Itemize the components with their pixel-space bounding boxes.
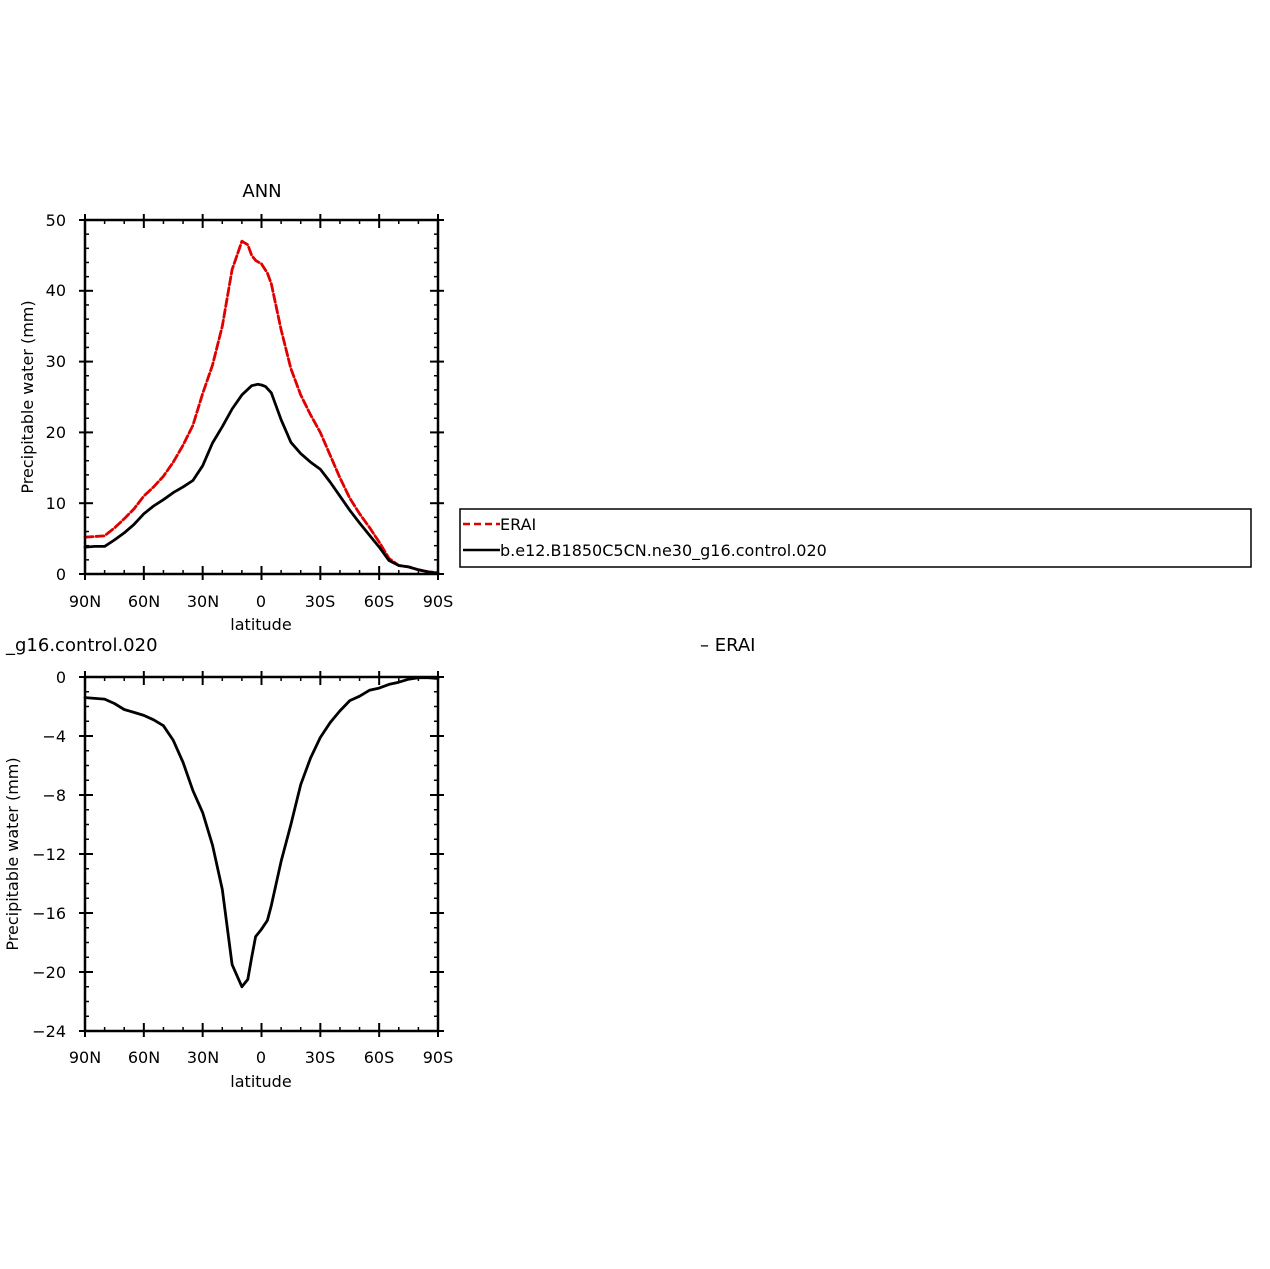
bottom-x-tick-labels: 90N 60N 30N 0 30S 60S 90S — [69, 1048, 453, 1067]
top-y-tick-label: 30 — [46, 352, 66, 371]
top-x-tick-label: 30S — [305, 592, 336, 611]
bottom-x-tick-label: 0 — [256, 1048, 266, 1067]
bottom-x-tick-label: 60N — [128, 1048, 160, 1067]
bottom-x-tick-label: 60S — [364, 1048, 395, 1067]
top-y-tick-label: 50 — [46, 211, 66, 230]
top-x-tick-label: 90S — [423, 592, 454, 611]
top-y-tick-label: 40 — [46, 281, 66, 300]
bottom-y-tick-label: −16 — [32, 904, 66, 923]
top-series-group — [83, 239, 440, 575]
bottom-panel: _g16.control.020 – ERAI 90N 60N 30N 0 30… — [3, 635, 756, 1091]
bottom-x-tick-label: 30N — [187, 1048, 219, 1067]
bottom-y-tick-label: −12 — [32, 845, 66, 864]
top-series-line-erai — [83, 239, 440, 574]
top-plot-frame — [83, 218, 440, 576]
bottom-axis-ticks — [79, 671, 444, 1037]
bottom-plot-frame — [83, 675, 440, 1033]
top-title: ANN — [242, 181, 281, 202]
top-series-line-b-e12-b1850c5cn-ne30-g16-control-020 — [83, 382, 440, 575]
bottom-y-axis-label: Precipitable water (mm) — [3, 757, 22, 950]
top-x-tick-label: 0 — [256, 592, 266, 611]
top-y-tick-label: 10 — [46, 494, 66, 513]
top-y-axis-label: Precipitable water (mm) — [18, 300, 37, 493]
top-x-tick-label: 60N — [128, 592, 160, 611]
bottom-title-left: _g16.control.020 — [5, 635, 158, 656]
bottom-y-tick-label: −24 — [32, 1022, 66, 1041]
bottom-y-tick-label: −4 — [42, 727, 66, 746]
legend-label-model: b.e12.B1850C5CN.ne30_g16.control.020 — [500, 541, 827, 561]
top-panel: ANN 90N 60N 30N 0 30S 60S 90S 0 10 20 30… — [18, 181, 453, 634]
top-x-axis-label: latitude — [230, 615, 291, 634]
top-x-tick-label: 90N — [69, 592, 101, 611]
top-x-tick-labels: 90N 60N 30N 0 30S 60S 90S — [69, 592, 453, 611]
bottom-y-tick-label: −8 — [42, 786, 66, 805]
bottom-y-tick-labels: 0 −4 −8 −12 −16 −20 −24 — [32, 668, 66, 1041]
legend: ERAI b.e12.B1850C5CN.ne30_g16.control.02… — [459, 508, 1252, 568]
legend-label-erai: ERAI — [500, 515, 536, 534]
bottom-x-tick-label: 30S — [305, 1048, 336, 1067]
bottom-x-axis-label: latitude — [230, 1072, 291, 1091]
top-y-tick-labels: 0 10 20 30 40 50 — [46, 211, 66, 584]
bottom-x-tick-label: 90N — [69, 1048, 101, 1067]
bottom-y-tick-label: −20 — [32, 963, 66, 982]
bottom-series-line-0 — [83, 676, 440, 989]
top-y-tick-label: 0 — [56, 565, 66, 584]
top-x-tick-label: 60S — [364, 592, 395, 611]
bottom-series-group — [83, 676, 440, 989]
bottom-x-tick-label: 90S — [423, 1048, 454, 1067]
bottom-title-right: – ERAI — [700, 635, 756, 656]
top-y-tick-label: 20 — [46, 423, 66, 442]
bottom-y-tick-label: 0 — [56, 668, 66, 687]
top-x-tick-label: 30N — [187, 592, 219, 611]
legend-box — [459, 508, 1252, 568]
